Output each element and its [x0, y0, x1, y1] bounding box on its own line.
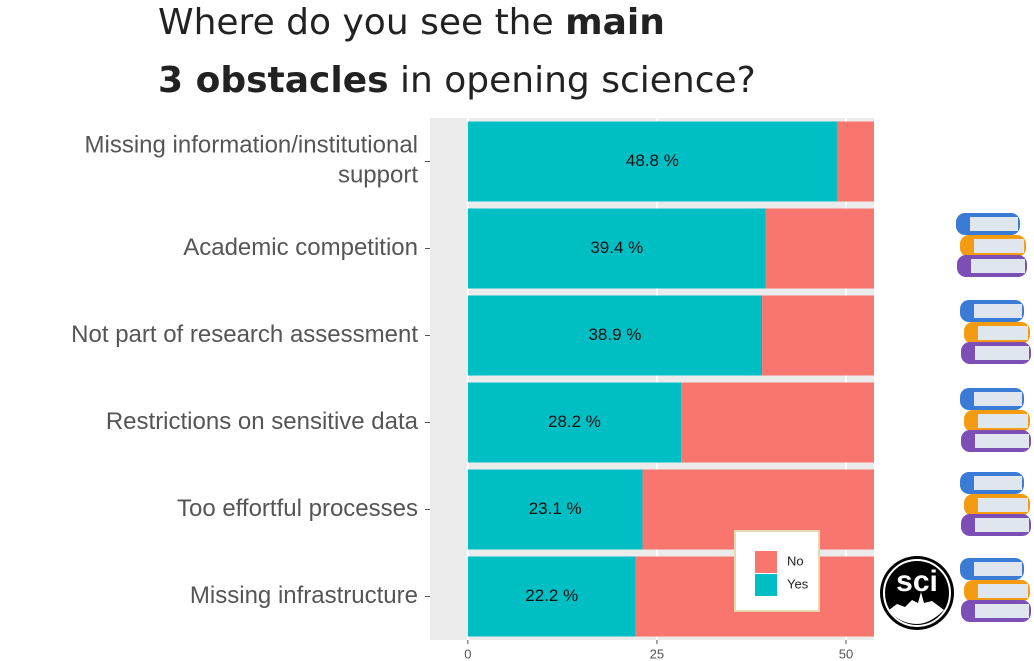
y-tick-label: Missing information/institutional support: [85, 132, 419, 189]
bar-segment: [467, 469, 643, 550]
x-tick-label: 0: [464, 646, 471, 661]
value-label: 48.8 %: [626, 151, 679, 170]
bar-segment: [836, 121, 874, 202]
chart-title: 3 obstacles in opening science?: [158, 60, 756, 101]
value-label: 39.4 %: [590, 238, 643, 257]
title-part: Where do you see the: [158, 2, 565, 43]
bar-segment: [681, 382, 874, 463]
y-tick-label: Restrictions on sensitive data: [106, 408, 419, 435]
title-part: 3 obstacles: [158, 60, 389, 101]
bar-segment: [467, 208, 766, 289]
y-tick-label: Missing infrastructure: [190, 582, 418, 609]
legend-key: [755, 574, 777, 596]
legend-label: Yes: [787, 576, 809, 591]
legend-label: No: [787, 553, 804, 568]
y-tick-label: Not part of research assessment: [71, 321, 418, 348]
y-tick-label: Academic competition: [183, 234, 418, 261]
value-label: 22.2 %: [525, 586, 578, 605]
bar-segment: [762, 295, 874, 376]
bar-segment: [467, 121, 837, 202]
legend-key: [755, 551, 777, 573]
logo-text: sci: [896, 565, 938, 598]
sci-logo: sci: [880, 556, 954, 630]
book-icons: [956, 213, 1031, 622]
chart-title: Where do you see the main: [158, 2, 665, 43]
value-label: 28.2 %: [548, 412, 601, 431]
x-tick-label: 25: [650, 646, 664, 661]
x-tick-label: 50: [839, 646, 853, 661]
value-label: 23.1 %: [529, 499, 582, 518]
bar-segment: [765, 208, 874, 289]
value-label: 38.9 %: [588, 325, 641, 344]
bar-segment: [467, 382, 682, 463]
title-part: in opening science?: [389, 60, 756, 101]
bar-segment: [467, 295, 763, 376]
bar-segment: [467, 556, 636, 637]
title-part: main: [565, 2, 665, 43]
bars: [467, 121, 874, 637]
y-tick-label: Too effortful processes: [177, 495, 418, 522]
